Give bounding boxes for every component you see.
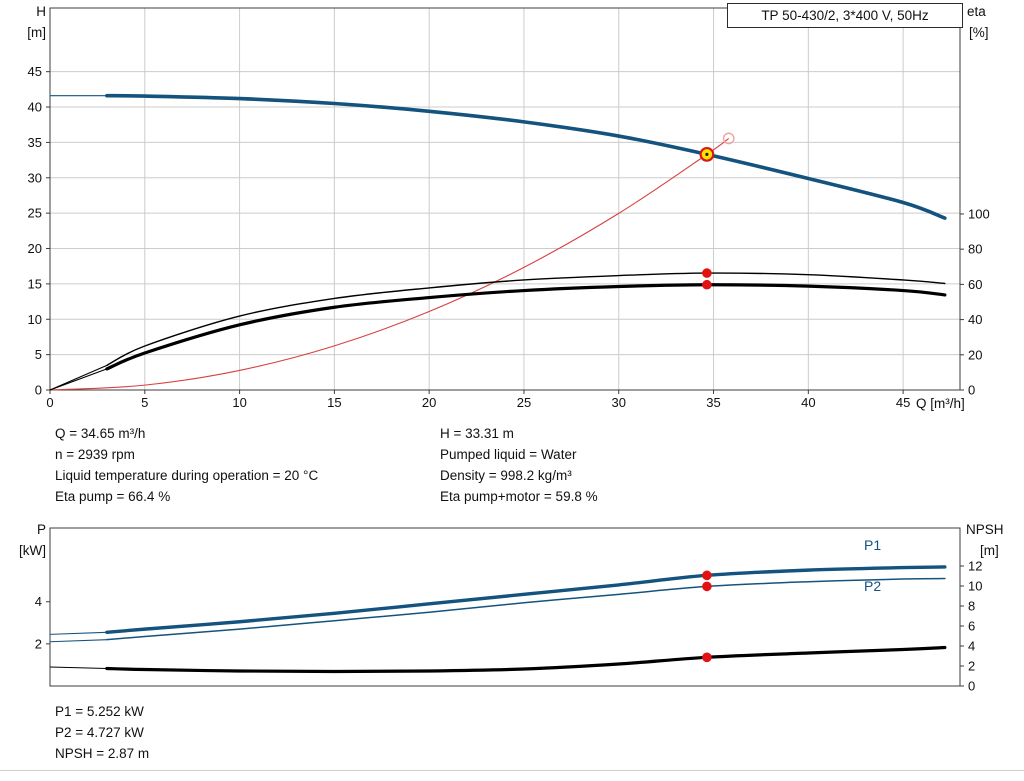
svg-text:80: 80 — [968, 242, 982, 257]
svg-text:15: 15 — [28, 276, 42, 291]
svg-text:40: 40 — [28, 100, 42, 115]
info-line: H = 33.31 m — [440, 426, 514, 441]
svg-text:35: 35 — [28, 135, 42, 150]
npsh-axis-label: NPSH — [966, 522, 1004, 537]
npsh-axis-unit: [m] — [980, 543, 999, 558]
info-line: Eta pump = 66.4 % — [55, 489, 171, 504]
svg-text:20: 20 — [28, 241, 42, 256]
info-line: Liquid temperature during operation = 20… — [55, 468, 319, 483]
svg-text:30: 30 — [612, 395, 626, 410]
result-line: P1 = 5.252 kW — [55, 704, 144, 719]
duty-info-left: Q = 34.65 m³/h n = 2939 rpm Liquid tempe… — [55, 423, 318, 507]
svg-text:2: 2 — [35, 636, 42, 651]
power-npsh-chart[interactable]: 2 4 0 2 4 6 8 10 12 — [35, 527, 983, 694]
svg-text:4: 4 — [35, 594, 42, 609]
result-line: P2 = 4.727 kW — [55, 725, 144, 740]
svg-text:5: 5 — [141, 395, 148, 410]
info-line: Q = 34.65 m³/h — [55, 426, 146, 441]
svg-text:100: 100 — [968, 206, 990, 221]
p2-curve-label: P2 — [864, 578, 882, 594]
svg-text:35: 35 — [706, 395, 720, 410]
svg-text:0: 0 — [35, 383, 42, 398]
info-line: Pumped liquid = Water — [440, 447, 577, 462]
svg-text:6: 6 — [968, 619, 975, 634]
q-axis-label: Q [m³/h] — [916, 396, 965, 411]
svg-text:40: 40 — [968, 312, 982, 327]
svg-text:0: 0 — [46, 395, 53, 410]
h-axis-unit: [m] — [27, 25, 46, 40]
svg-text:20: 20 — [968, 347, 982, 362]
info-line: n = 2939 rpm — [55, 447, 135, 462]
svg-text:45: 45 — [28, 64, 42, 79]
info-line: Density = 998.2 kg/m³ — [440, 468, 572, 483]
svg-text:2: 2 — [968, 659, 975, 674]
svg-text:10: 10 — [28, 312, 42, 327]
result-line: NPSH = 2.87 m — [55, 746, 150, 761]
svg-text:25: 25 — [517, 395, 531, 410]
panel-divider — [0, 770, 1024, 771]
svg-text:25: 25 — [28, 206, 42, 221]
p-axis-unit: [kW] — [19, 543, 46, 558]
svg-text:40: 40 — [801, 395, 815, 410]
svg-text:10: 10 — [232, 395, 246, 410]
hq-eta-chart[interactable]: 0 5 10 15 20 25 30 35 40 45 0 20 40 60 80 100 0 5 10 15 20 25… — [28, 7, 990, 410]
eta-axis-label: eta — [967, 4, 986, 19]
svg-text:8: 8 — [968, 599, 975, 614]
svg-text:10: 10 — [968, 579, 982, 594]
svg-text:60: 60 — [968, 277, 982, 292]
svg-text:5: 5 — [35, 347, 42, 362]
svg-text:30: 30 — [28, 170, 42, 185]
info-line: Eta pump+motor = 59.8 % — [440, 489, 598, 504]
svg-text:45: 45 — [896, 395, 910, 410]
eta-axis-unit: [%] — [969, 25, 989, 40]
svg-text:4: 4 — [968, 639, 975, 654]
pump-designation: TP 50-430/2, 3*400 V, 50Hz — [761, 8, 929, 23]
duty-info-right: H = 33.31 m Pumped liquid = Water Densit… — [440, 423, 598, 507]
p-axis-label: P — [36, 522, 46, 537]
svg-text:0: 0 — [968, 679, 975, 694]
pump-designation-box: TP 50-430/2, 3*400 V, 50Hz — [727, 3, 963, 28]
h-axis-label: H — [36, 4, 46, 19]
p1-curve-label: P1 — [864, 537, 882, 553]
svg-text:12: 12 — [968, 559, 982, 574]
svg-text:20: 20 — [422, 395, 436, 410]
svg-text:0: 0 — [968, 383, 975, 398]
svg-text:15: 15 — [327, 395, 341, 410]
power-results: P1 = 5.252 kW P2 = 4.727 kW NPSH = 2.87 … — [55, 701, 149, 764]
